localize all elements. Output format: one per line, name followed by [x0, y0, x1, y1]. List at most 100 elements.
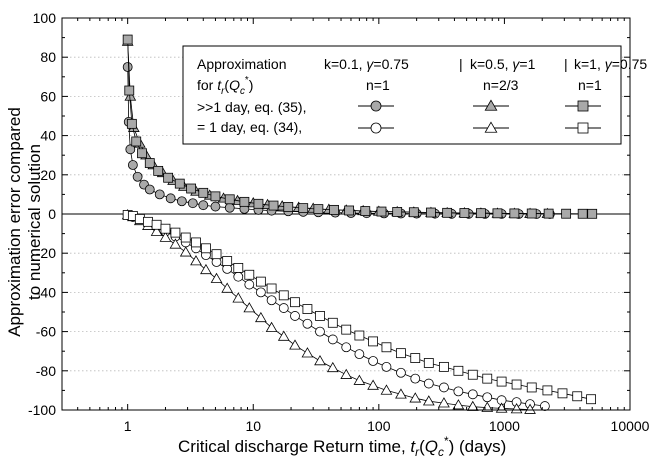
legend-col3-param: k=1, γ=0.75: [574, 56, 647, 72]
data-point: [198, 187, 209, 198]
data-point: [125, 144, 136, 155]
data-point: [233, 262, 244, 273]
legend-symbol: [473, 99, 509, 111]
data-point: [492, 208, 503, 219]
data-point: [187, 198, 198, 209]
data-point: [165, 193, 176, 204]
data-point: [326, 361, 339, 373]
data-point: [221, 282, 234, 293]
data-point: [426, 207, 436, 218]
data-point: [298, 203, 309, 214]
data-point: [144, 184, 155, 195]
data-point: [278, 303, 289, 313]
data-point: [557, 388, 568, 399]
data-point: [396, 348, 406, 359]
data-point: [224, 194, 235, 205]
data-point: [510, 403, 523, 414]
data-point: [314, 355, 326, 366]
data-point: [132, 171, 143, 182]
legend-marker: [484, 121, 498, 133]
x-axis-title: Critical discharge Return time, tr(Qc*) …: [178, 434, 506, 459]
data-point: [210, 272, 223, 283]
data-point: [543, 208, 554, 219]
data-point: [410, 373, 421, 384]
y-axis-title-line1: Approximation error compared: [5, 107, 24, 337]
data-point: [453, 386, 464, 397]
legend-col1-param: k=0.1, γ=0.75: [324, 56, 409, 72]
data-point: [329, 204, 339, 215]
y-axis-title-line2: to numerical solution: [25, 144, 44, 300]
legend-marker: [484, 99, 498, 111]
data-point: [150, 225, 163, 236]
data-point: [186, 183, 197, 194]
data-point: [170, 227, 181, 238]
data-point: [353, 374, 366, 385]
x-tick-label: 1: [124, 418, 132, 434]
legend-symbol: [358, 100, 394, 112]
data-point: [169, 238, 182, 249]
y-tick-label: 40: [40, 128, 56, 144]
data-point: [354, 330, 365, 341]
data-point: [439, 382, 449, 393]
legend-col1-n: n=1: [366, 77, 390, 93]
legend-marker: [577, 100, 589, 112]
data-point: [524, 403, 536, 414]
x-tick-label: 100: [367, 418, 391, 434]
data-point: [191, 237, 201, 248]
data-point: [301, 347, 314, 358]
data-point: [290, 297, 300, 308]
data-point: [134, 213, 145, 224]
data-point: [452, 399, 465, 410]
data-point: [408, 207, 419, 218]
data-point: [179, 246, 192, 257]
data-point: [340, 368, 353, 379]
data-point: [422, 395, 435, 406]
legend-col3-n: n=1: [578, 77, 602, 93]
data-point: [511, 379, 522, 390]
data-point: [233, 271, 244, 282]
data-point: [159, 231, 172, 242]
data-point: [367, 379, 379, 390]
y-tick-label: 80: [40, 49, 56, 65]
data-point: [409, 392, 422, 403]
data-point: [290, 311, 300, 321]
data-point: [315, 326, 325, 337]
data-point: [495, 402, 508, 413]
data-point: [127, 160, 138, 170]
data-point: [243, 302, 256, 313]
legend-box: [182, 45, 622, 145]
data-point: [368, 336, 378, 347]
data-point: [126, 118, 137, 129]
data-point: [561, 208, 572, 219]
data-point: [341, 324, 352, 335]
data-point: [283, 202, 294, 212]
data-point: [255, 287, 266, 298]
data-point: [572, 391, 583, 402]
data-point: [131, 136, 142, 147]
data-point: [354, 349, 365, 360]
data-point: [200, 263, 212, 275]
data-point: [255, 276, 266, 287]
data-point: [268, 200, 279, 211]
data-point: [395, 388, 407, 399]
tick-labels: 1 10 100 1000 10000 -100 -80 -60 -40 -20 0 20 40 60 80…: [28, 10, 650, 434]
data-point: [174, 178, 185, 189]
data-point: [496, 376, 507, 387]
y-tick-label: 100: [33, 10, 57, 26]
legend-symbol: [473, 121, 509, 133]
data-point: [459, 208, 470, 218]
data-point: [482, 373, 493, 384]
data-point: [542, 385, 553, 396]
legend-marker: [577, 122, 589, 134]
y-tick-label: -100: [28, 402, 56, 418]
data-point: [392, 207, 403, 217]
y-tick-label: -60: [36, 324, 56, 340]
data-point: [577, 208, 588, 219]
data-point: [160, 223, 171, 234]
y-tick-label: -40: [36, 284, 56, 300]
data-point: [341, 342, 352, 353]
legend-symbol: [358, 122, 394, 134]
data-point: [190, 255, 202, 266]
data-point: [222, 256, 233, 266]
data-point: [360, 206, 371, 216]
